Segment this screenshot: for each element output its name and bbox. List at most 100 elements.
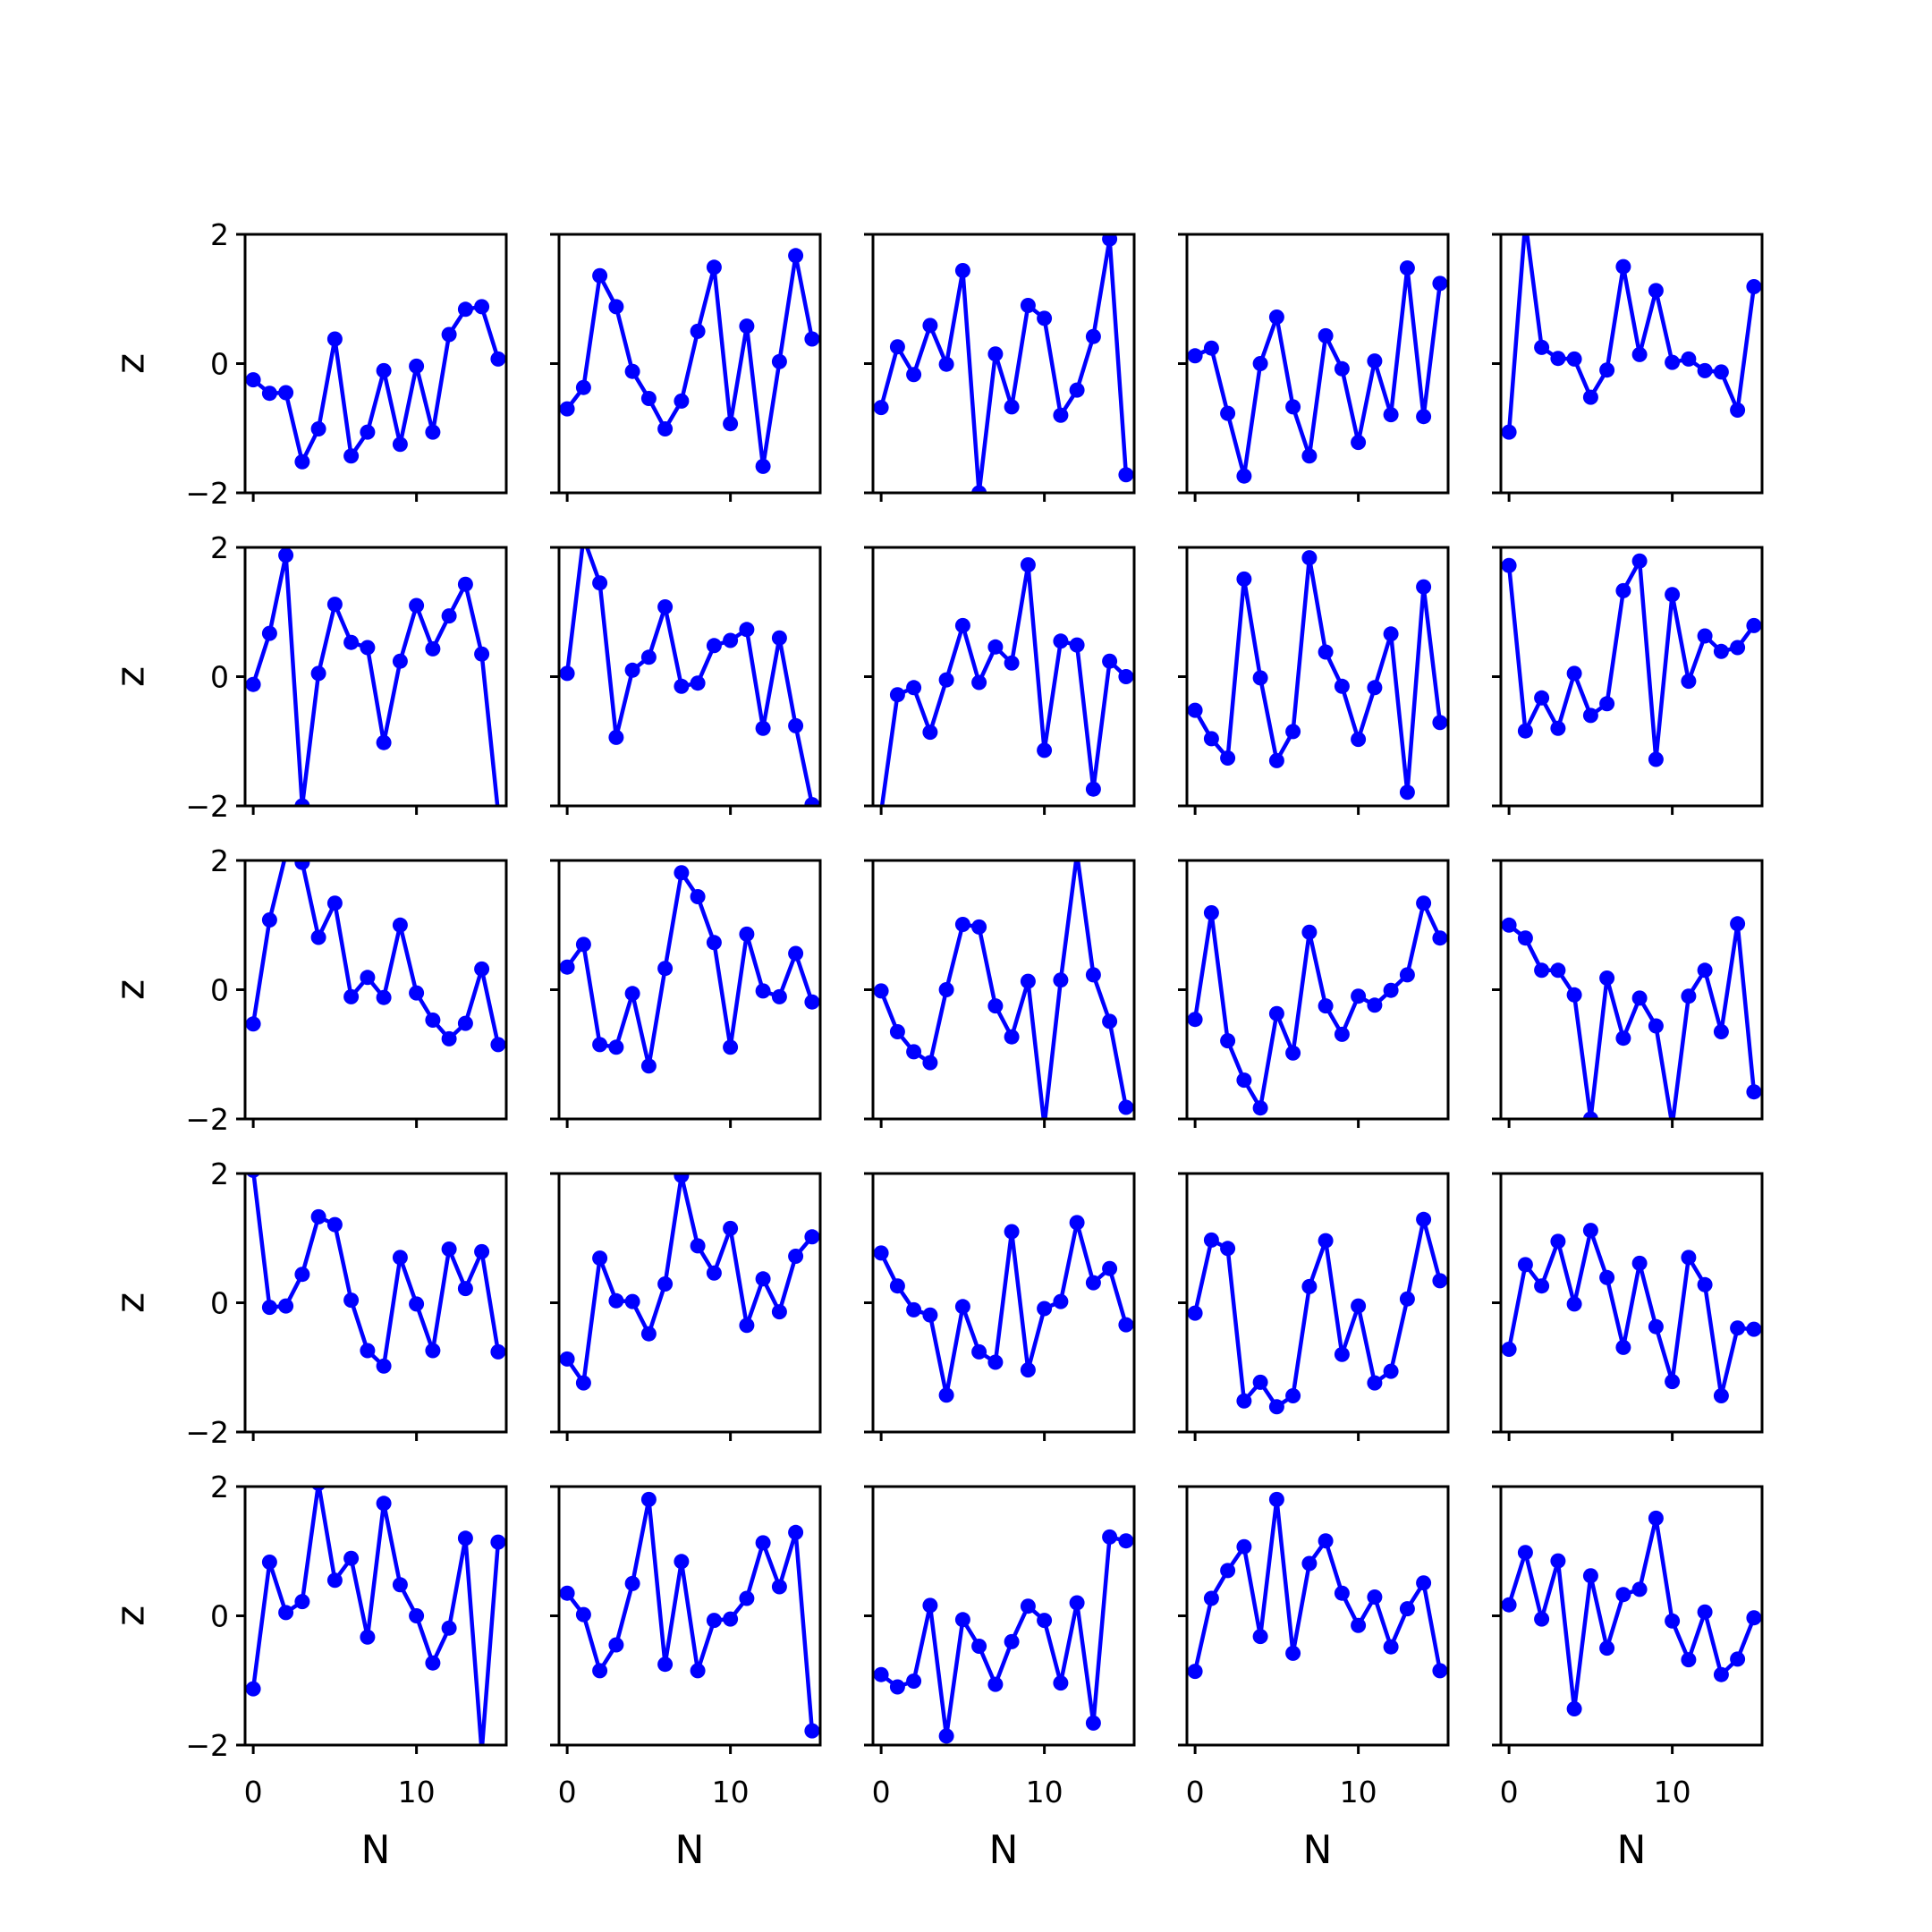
x-tick-label: 0 <box>1500 1775 1519 1809</box>
y-axis-label: z <box>108 353 154 374</box>
data-point <box>1697 1276 1713 1292</box>
data-point <box>1118 1533 1134 1549</box>
data-point <box>1383 626 1399 642</box>
panel-r5-c1: 0 10 −2 0 2 z N <box>108 1470 508 1873</box>
data-point <box>1746 617 1762 633</box>
data-point <box>310 929 326 945</box>
data-point <box>1648 751 1664 767</box>
data-point <box>608 1039 624 1055</box>
data-point <box>343 988 360 1004</box>
data-point <box>906 1674 922 1689</box>
data-point <box>457 1530 473 1546</box>
y-tick-label: 2 <box>210 843 229 878</box>
series-line <box>878 1220 1129 1398</box>
data-point <box>1399 1291 1415 1307</box>
data-point <box>474 1243 490 1259</box>
plot-area <box>1501 234 1762 440</box>
data-point <box>690 889 706 904</box>
series-line <box>564 253 815 469</box>
data-point <box>1599 1269 1615 1285</box>
data-point <box>1713 364 1729 380</box>
data-point <box>490 1343 506 1360</box>
data-point <box>376 989 392 1005</box>
data-point <box>425 1343 441 1359</box>
data-point <box>938 982 954 997</box>
data-point <box>1118 669 1134 684</box>
data-point <box>1053 972 1069 988</box>
data-point <box>1220 1033 1236 1049</box>
data-point <box>1069 1215 1085 1231</box>
data-point <box>755 1535 771 1551</box>
panel-r2-c1: −2 0 2 z <box>108 530 508 824</box>
data-point <box>954 263 970 278</box>
x-tick-label: 10 <box>398 1775 436 1809</box>
data-point <box>1730 1320 1746 1336</box>
data-point <box>1285 1388 1301 1403</box>
data-point <box>1681 674 1697 690</box>
plot-area <box>1187 260 1448 484</box>
data-point <box>922 318 938 334</box>
data-point <box>1203 731 1219 747</box>
plot-area <box>1187 895 1448 1116</box>
data-point <box>624 363 640 379</box>
data-point <box>392 1577 408 1593</box>
data-point <box>987 346 1004 362</box>
y-tick-label: 2 <box>210 1470 229 1504</box>
data-point <box>624 662 640 678</box>
data-point <box>376 362 392 378</box>
data-point <box>1399 967 1415 983</box>
data-point <box>1118 467 1134 483</box>
series-line <box>564 1497 815 1733</box>
data-point <box>392 653 408 669</box>
data-point <box>1566 1296 1582 1312</box>
data-point <box>889 1278 905 1294</box>
data-point <box>1550 351 1566 367</box>
series-line <box>1192 1497 1443 1674</box>
data-point <box>971 1343 987 1360</box>
data-point <box>1631 553 1648 569</box>
data-point <box>1268 309 1284 325</box>
data-point <box>474 299 490 315</box>
data-point <box>1367 997 1383 1013</box>
data-point <box>804 1723 820 1739</box>
data-point <box>706 1265 722 1281</box>
data-point <box>640 1491 657 1507</box>
data-point <box>954 1299 970 1315</box>
panel-r4-c4 <box>1178 1172 1450 1441</box>
data-point <box>690 675 706 691</box>
data-point <box>1118 1099 1134 1115</box>
data-point <box>559 665 575 682</box>
plot-area <box>1501 1223 1762 1403</box>
data-point <box>261 386 277 402</box>
data-point <box>1383 1363 1399 1379</box>
data-point <box>1004 1224 1020 1240</box>
data-point <box>1285 724 1301 740</box>
data-point <box>1534 1278 1550 1294</box>
data-point <box>1020 557 1036 572</box>
x-tick-label: 0 <box>244 1775 263 1809</box>
data-point <box>987 1354 1004 1370</box>
data-point <box>326 597 343 613</box>
data-point <box>1053 633 1069 649</box>
data-point <box>624 1575 640 1591</box>
data-point <box>1220 405 1236 421</box>
data-point <box>971 485 987 493</box>
data-point <box>245 1016 261 1032</box>
data-point <box>474 646 490 662</box>
data-point <box>1069 1595 1085 1611</box>
data-point <box>360 424 376 440</box>
data-point <box>723 632 739 648</box>
data-point <box>592 267 608 284</box>
data-point <box>674 1174 690 1183</box>
panel-r4-c1: −2 0 2 z <box>108 1157 508 1450</box>
data-point <box>1069 637 1085 653</box>
data-point <box>657 1276 674 1292</box>
x-axis-label: N <box>989 1827 1019 1873</box>
series-line <box>1506 234 1757 435</box>
data-point <box>1334 1026 1350 1042</box>
data-point <box>1334 1585 1350 1601</box>
data-point <box>575 1375 591 1391</box>
panel-r3-c5 <box>1492 859 1764 1128</box>
data-point <box>1746 1610 1762 1626</box>
data-point <box>559 1351 575 1367</box>
